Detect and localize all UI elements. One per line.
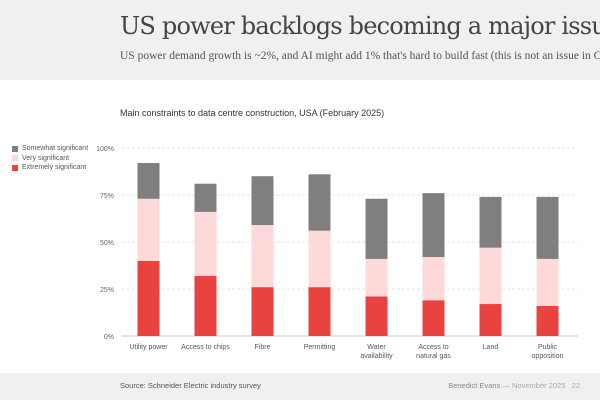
bar-segment <box>479 247 502 305</box>
x-tick-label: availability <box>360 353 393 360</box>
bar-segment <box>137 198 160 261</box>
bar-segment <box>422 193 445 258</box>
chart-legend: Somewhat significant Very significant Ex… <box>12 144 88 173</box>
y-tick-label: 75% <box>100 193 114 200</box>
legend-item-extremely: Extremely significant <box>12 163 88 173</box>
chart-title: Main constraints to data centre construc… <box>120 108 385 118</box>
legend-label: Extremely significant <box>22 164 87 172</box>
bar-segment <box>194 211 217 276</box>
date: November 2025 <box>512 381 566 390</box>
page-number: 22 <box>571 381 580 390</box>
bar-segment <box>194 183 217 212</box>
bar-segment <box>422 257 445 301</box>
x-tick-label: opposition <box>532 353 564 360</box>
legend-swatch <box>12 155 18 162</box>
bar-segment <box>137 260 160 336</box>
x-tick-label: natural gas <box>416 353 451 360</box>
bar-segment <box>536 196 559 259</box>
credit: Benedict Evans — November 2025 22 <box>448 381 580 390</box>
y-tick-label: 0% <box>104 334 114 341</box>
bar-segment <box>536 305 559 336</box>
bar-segment <box>365 258 388 297</box>
bar-segment <box>365 198 388 259</box>
legend-swatch <box>12 164 18 171</box>
bar-segment <box>308 230 331 288</box>
bar-segment <box>536 258 559 306</box>
bar-segment <box>251 225 274 288</box>
bar-segment <box>479 304 502 336</box>
author: Benedict Evans <box>448 381 501 390</box>
bar-segment <box>479 196 502 248</box>
bar-segment <box>308 174 331 231</box>
legend-item-somewhat: Somewhat significant <box>12 144 88 154</box>
slide-title: US power backlogs becoming a major issue <box>120 12 600 40</box>
x-tick-label: Fibre <box>255 344 271 351</box>
x-tick-label: Public <box>538 344 558 351</box>
slide-subtitle: US power demand growth is ~2%, and AI mi… <box>120 50 600 62</box>
x-tick-label: Permitting <box>304 344 336 351</box>
bar-segment <box>251 176 274 226</box>
slide-header: US power backlogs becoming a major issue… <box>0 0 600 80</box>
bar-segment <box>137 163 160 199</box>
legend-label: Very significant <box>22 154 70 162</box>
bar-segment <box>251 287 274 336</box>
x-tick-label: Water <box>367 344 386 351</box>
y-tick-label: 25% <box>100 287 114 294</box>
bar-segment <box>365 296 388 336</box>
bar-segment <box>422 300 445 336</box>
bar-segment <box>308 287 331 336</box>
legend-swatch <box>12 145 18 152</box>
x-tick-label: Access to chips <box>181 344 230 351</box>
separator: — <box>502 381 510 390</box>
y-tick-label: 50% <box>100 240 114 247</box>
bar-segment <box>194 275 217 336</box>
x-tick-label: Access to <box>418 344 448 351</box>
source-note: Source: Schneider Electric industry surv… <box>120 381 261 390</box>
slide-footer: Source: Schneider Electric industry surv… <box>0 373 600 400</box>
legend-label: Somewhat significant <box>22 145 89 153</box>
x-tick-label: Utility power <box>129 344 168 351</box>
x-tick-label: Land <box>483 344 499 351</box>
legend-item-very: Very significant <box>12 154 88 164</box>
y-tick-label: 100% <box>96 146 114 153</box>
